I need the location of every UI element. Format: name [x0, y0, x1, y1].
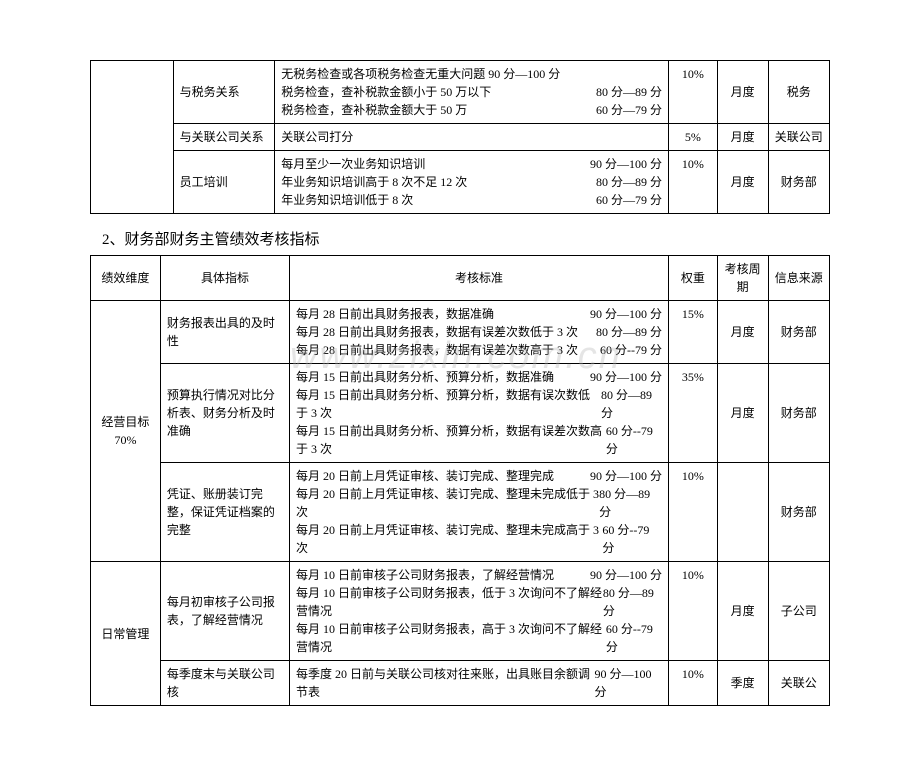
criteria-score: 80 分—89 分 — [599, 485, 662, 521]
criteria-cell: 每月 28 日前出具财务报表，数据准确 90 分—100 分每月 28 日前出具财… — [290, 301, 669, 364]
criteria-score: 80 分—89 分 — [603, 584, 662, 620]
criteria-text: 每月 28 日前出具财务报表，数据有误差次数高于 3 次 — [296, 341, 578, 359]
source-cell: 财务部 — [768, 151, 829, 214]
source-cell: 财务部 — [768, 463, 829, 562]
criteria-text: 每月 10 日前审核子公司财务报表，了解经营情况 — [296, 566, 554, 584]
col-header: 权重 — [669, 256, 718, 301]
criteria-cell: 无税务检查或各项税务检查无重大问题 90 分—100 分税务检查，查补税款金额小… — [275, 61, 669, 124]
weight-cell: 15% — [669, 301, 718, 364]
table-row: 员工培训每月至少一次业务知识培训 90 分—100 分年业务知识培训高于 8 次不… — [91, 151, 830, 214]
criteria-text: 每月 15 日前出具财务分析、预算分析，数据准确 — [296, 368, 554, 386]
table-row: 每季度末与关联公司核每季度 20 日前与关联公司核对往来账，出具账目余额调节表9… — [91, 661, 830, 706]
criteria-text: 每月 20 日前上月凭证审核、装订完成、整理未完成低于 3 次 — [296, 485, 599, 521]
weight-cell: 10% — [669, 151, 718, 214]
source-cell: 子公司 — [768, 562, 829, 661]
indicator-cell: 预算执行情况对比分析表、财务分析及时准确 — [160, 364, 289, 463]
criteria-score: 90 分—100 分 — [590, 566, 662, 584]
criteria-text: 无税务检查或各项税务检查无重大问题 90 分—100 分 — [281, 65, 662, 83]
indicator-cell: 凭证、账册装订完整，保证凭证档案的完整 — [160, 463, 289, 562]
cycle-cell — [717, 463, 768, 562]
criteria-cell: 关联公司打分 — [275, 124, 669, 151]
indicator-cell: 与税务关系 — [173, 61, 275, 124]
weight-cell: 35% — [669, 364, 718, 463]
table-two: 绩效维度 具体指标 考核标准 权重 考核周期 信息来源 经营目标70%财务报表出… — [90, 255, 830, 706]
criteria-text: 年业务知识培训高于 8 次不足 12 次 — [281, 173, 467, 191]
criteria-text: 每月 20 日前上月凭证审核、装订完成、整理完成 — [296, 467, 554, 485]
criteria-score: 60 分—79 分 — [596, 191, 662, 209]
criteria-score: 60 分—79 分 — [596, 101, 662, 119]
cycle-cell: 月度 — [717, 124, 768, 151]
criteria-cell: 每月 10 日前审核子公司财务报表，了解经营情况 90 分—100 分每月 10 … — [290, 562, 669, 661]
criteria-text: 税务检查，查补税款金额小于 50 万以下 — [281, 83, 491, 101]
col-header: 信息来源 — [768, 256, 829, 301]
source-cell: 关联公司 — [768, 124, 829, 151]
cycle-cell: 季度 — [717, 661, 768, 706]
criteria-text: 关联公司打分 — [281, 128, 662, 146]
weight-cell: 10% — [669, 562, 718, 661]
dimension-cell: 日常管理 — [91, 562, 161, 706]
cell — [91, 61, 174, 214]
criteria-cell: 每季度 20 日前与关联公司核对往来账，出具账目余额调节表90 分—100 分 — [290, 661, 669, 706]
table-one: 与税务关系无税务检查或各项税务检查无重大问题 90 分—100 分税务检查，查补… — [90, 60, 830, 214]
table-row: 凭证、账册装订完整，保证凭证档案的完整每月 20 日前上月凭证审核、装订完成、整… — [91, 463, 830, 562]
weight-cell: 5% — [669, 124, 718, 151]
table-row: 绩效维度 具体指标 考核标准 权重 考核周期 信息来源 — [91, 256, 830, 301]
table-row: 预算执行情况对比分析表、财务分析及时准确每月 15 日前出具财务分析、预算分析，… — [91, 364, 830, 463]
criteria-text: 年业务知识培训低于 8 次 — [281, 191, 413, 209]
criteria-score: 80 分—89 分 — [601, 386, 662, 422]
source-cell: 财务部 — [768, 301, 829, 364]
criteria-cell: 每月 15 日前出具财务分析、预算分析，数据准确90 分—100 分每月 15 … — [290, 364, 669, 463]
criteria-text: 每月至少一次业务知识培训 — [281, 155, 425, 173]
source-cell: 税务 — [768, 61, 829, 124]
source-cell: 关联公 — [768, 661, 829, 706]
criteria-text: 每月 15 日前出具财务分析、预算分析，数据有误差次数高于 3 次 — [296, 422, 606, 458]
cycle-cell: 月度 — [717, 562, 768, 661]
criteria-score: 90 分—100 分 — [590, 305, 662, 323]
table-row: 与税务关系无税务检查或各项税务检查无重大问题 90 分—100 分税务检查，查补… — [91, 61, 830, 124]
dimension-cell: 经营目标70% — [91, 301, 161, 562]
col-header: 考核周期 — [717, 256, 768, 301]
weight-cell: 10% — [669, 61, 718, 124]
table-row: 经营目标70%财务报表出具的及时性每月 28 日前出具财务报表，数据准确90 分… — [91, 301, 830, 364]
criteria-text: 每月 28 日前出具财务报表，数据准确 — [296, 305, 494, 323]
criteria-text: 每月 15 日前出具财务分析、预算分析，数据有误次数低于 3 次 — [296, 386, 601, 422]
indicator-cell: 员工培训 — [173, 151, 275, 214]
criteria-score: 90 分—100 分 — [590, 467, 662, 485]
cycle-cell: 月度 — [717, 151, 768, 214]
col-header: 考核标准 — [290, 256, 669, 301]
criteria-cell: 每月至少一次业务知识培训 90 分—100 分年业务知识培训高于 8 次不足 12… — [275, 151, 669, 214]
criteria-cell: 每月 20 日前上月凭证审核、装订完成、整理完成90 分—100 分每月 20 … — [290, 463, 669, 562]
criteria-score: 80 分—89 分 — [596, 83, 662, 101]
criteria-score: 60 分--79 分 — [602, 521, 662, 557]
cycle-cell: 月度 — [717, 364, 768, 463]
indicator-cell: 与关联公司关系 — [173, 124, 275, 151]
cycle-cell: 月度 — [717, 301, 768, 364]
page: www.zixin.com.cn 与税务关系无税务检查或各项税务检查无重大问题 … — [90, 60, 830, 706]
criteria-score: 80 分—89 分 — [596, 173, 662, 191]
cycle-cell: 月度 — [717, 61, 768, 124]
indicator-cell: 每季度末与关联公司核 — [160, 661, 289, 706]
criteria-score: 90 分—100 分 — [590, 368, 662, 386]
criteria-score: 60 分--79 分 — [600, 341, 662, 359]
col-header: 具体指标 — [160, 256, 289, 301]
table-row: 与关联公司关系关联公司打分 5%月度关联公司 — [91, 124, 830, 151]
criteria-text: 每月 28 日前出具财务报表，数据有误差次数低于 3 次 — [296, 323, 578, 341]
criteria-score: 90 分—100 分 — [590, 155, 662, 173]
criteria-text: 税务检查，查补税款金额大于 50 万 — [281, 101, 467, 119]
criteria-score: 90 分—100 分 — [594, 665, 662, 701]
criteria-score: 80 分—89 分 — [596, 323, 662, 341]
col-header: 绩效维度 — [91, 256, 161, 301]
section-title: 2、财务部财务主管绩效考核指标 — [102, 228, 830, 249]
indicator-cell: 每月初审核子公司报表，了解经营情况 — [160, 562, 289, 661]
table-row: 日常管理每月初审核子公司报表，了解经营情况每月 10 日前审核子公司财务报表，了… — [91, 562, 830, 661]
criteria-text: 每月 20 日前上月凭证审核、装订完成、整理未完成高于 3 次 — [296, 521, 602, 557]
weight-cell: 10% — [669, 463, 718, 562]
criteria-score: 60 分--79 分 — [606, 422, 662, 458]
criteria-text: 每季度 20 日前与关联公司核对往来账，出具账目余额调节表 — [296, 665, 594, 701]
weight-cell: 10% — [669, 661, 718, 706]
indicator-cell: 财务报表出具的及时性 — [160, 301, 289, 364]
source-cell: 财务部 — [768, 364, 829, 463]
criteria-text: 每月 10 日前审核子公司财务报表，低于 3 次询问不了解经营情况 — [296, 584, 603, 620]
